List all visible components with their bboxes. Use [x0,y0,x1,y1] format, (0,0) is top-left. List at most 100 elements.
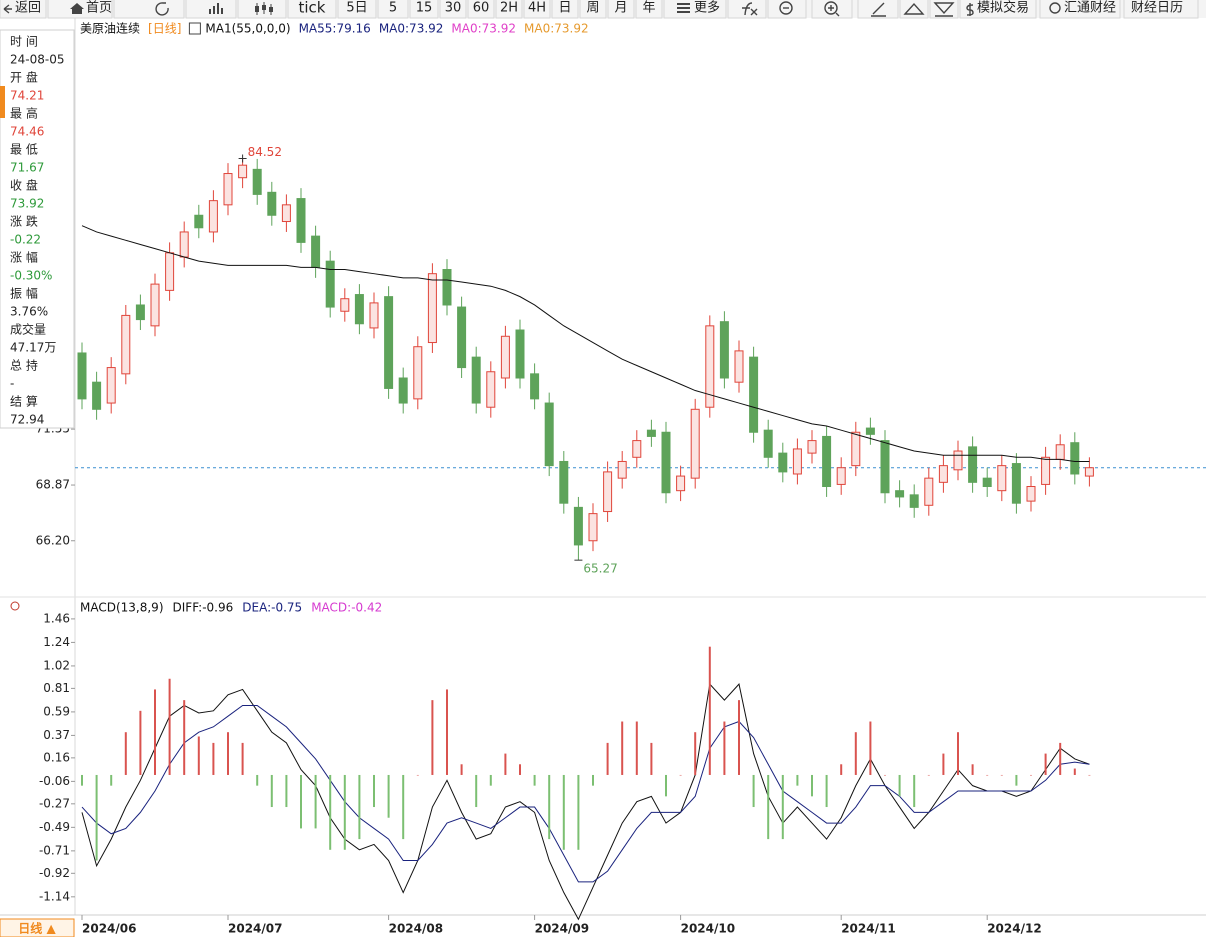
info-value: 71.67 [10,161,44,175]
macd-bar [168,678,171,775]
macd-bar [898,774,901,797]
dollar-icon [966,3,974,16]
period-label[interactable]: 5日 [346,1,367,16]
period-label[interactable]: 30 [445,1,462,16]
back-button[interactable] [0,0,47,19]
y-tick-label: 1.02 [43,658,70,672]
info-value: 72.94 [10,413,44,427]
period-button[interactable] [635,0,663,19]
period-label[interactable]: 日 [558,1,571,16]
calendar-label[interactable]: 财经日历 [1131,1,1183,16]
macd-bar [358,774,361,840]
tick-button[interactable] [287,0,337,19]
info-label: 振 幅 [10,286,38,301]
macd-bar [329,774,332,850]
candle-body [734,350,744,383]
home-label[interactable]: 首页 [86,1,112,16]
period-button[interactable] [551,0,579,19]
period-label[interactable]: 2H [500,1,518,16]
period-button[interactable] [439,0,467,19]
candle-body [865,427,875,435]
period-label[interactable]: 4H [528,1,546,16]
period-label[interactable]: 年 [642,1,655,16]
candle-body [179,231,189,258]
macd-bar [708,646,711,775]
period-button[interactable] [409,0,439,19]
fx678-label[interactable]: 汇通财经 [1064,1,1116,16]
macd-bar [1059,742,1062,775]
period-label[interactable]: 60 [473,1,490,16]
formula-button[interactable] [727,0,767,19]
period-switch-label[interactable]: 日线 ▲ [18,921,56,936]
period-button[interactable] [337,0,377,19]
up-button[interactable] [899,0,929,19]
calendar-button[interactable] [1123,0,1199,19]
period-label[interactable]: 5 [389,1,397,16]
period-label[interactable]: 周 [586,1,599,16]
macd-bar [285,774,288,808]
back-label[interactable]: 返回 [15,1,41,16]
down-icon [933,2,955,17]
more-label[interactable]: 更多 [694,0,720,16]
formula-icon [742,2,758,16]
candle-body [559,460,569,504]
legend-entry: MA0:73.92 [379,22,444,36]
candle-body [1055,444,1065,460]
macd-bar [1044,753,1047,775]
macd-bar [854,732,857,775]
macd-bar [504,753,507,775]
candle-body [982,477,992,488]
high-marker [238,154,247,163]
macd-bar [665,774,667,797]
period-button[interactable] [607,0,635,19]
y-tick-label: -0.49 [39,820,70,834]
macd-bar [606,742,609,775]
candle-body [968,446,978,483]
toolbar: 返回 首页 tick 5日 5 15 30 60 2H 4H 日 周 月 年 [0,0,1206,19]
candle-body [1070,442,1080,475]
candle-body [1026,486,1036,502]
macd-bar [927,774,930,776]
macd-bar [139,710,142,775]
info-label: 最 高 [10,106,38,121]
period-button[interactable] [495,0,523,19]
period-switch[interactable] [0,918,75,937]
macd-bar [183,700,186,775]
candle-body [676,475,686,492]
candle-body [500,335,510,379]
period-label[interactable]: 月 [614,1,627,16]
zoom-in-icon [824,1,838,15]
zoom-in-button[interactable] [811,0,853,19]
period-button[interactable] [467,0,495,19]
sim-trade-button[interactable] [959,0,1037,19]
macd-bar [1000,774,1003,776]
candle-body [457,306,467,369]
period-label[interactable]: 15 [416,1,433,16]
tick-label[interactable]: tick [299,0,326,17]
macd-bar [796,774,799,786]
macd-bar [154,689,156,775]
macd-settings-icon[interactable] [10,601,20,611]
legend-entry: MA0:73.92 [524,22,589,36]
fx678-button[interactable] [1039,0,1121,19]
candle-body [632,440,642,458]
candle-body [749,356,759,433]
up-icon [903,2,925,15]
candle-body [267,191,277,216]
period-button[interactable] [523,0,551,19]
y-tick-label: 66.20 [36,533,70,547]
candle-body [427,273,437,344]
period-button[interactable] [579,0,607,19]
y-tick-label: 0.59 [43,704,70,718]
sim-trade-label[interactable]: 模拟交易 [977,0,1029,16]
zoom-in-icon [828,5,840,17]
home-icon [70,3,84,14]
refresh-button[interactable] [113,0,185,19]
candle-body [719,321,729,379]
period-button[interactable] [377,0,409,19]
macd-line [81,704,1090,883]
macd-bar [1088,774,1091,776]
zoom-out-button[interactable] [767,0,807,19]
info-value: - [10,377,14,391]
macd-bar [942,753,945,775]
